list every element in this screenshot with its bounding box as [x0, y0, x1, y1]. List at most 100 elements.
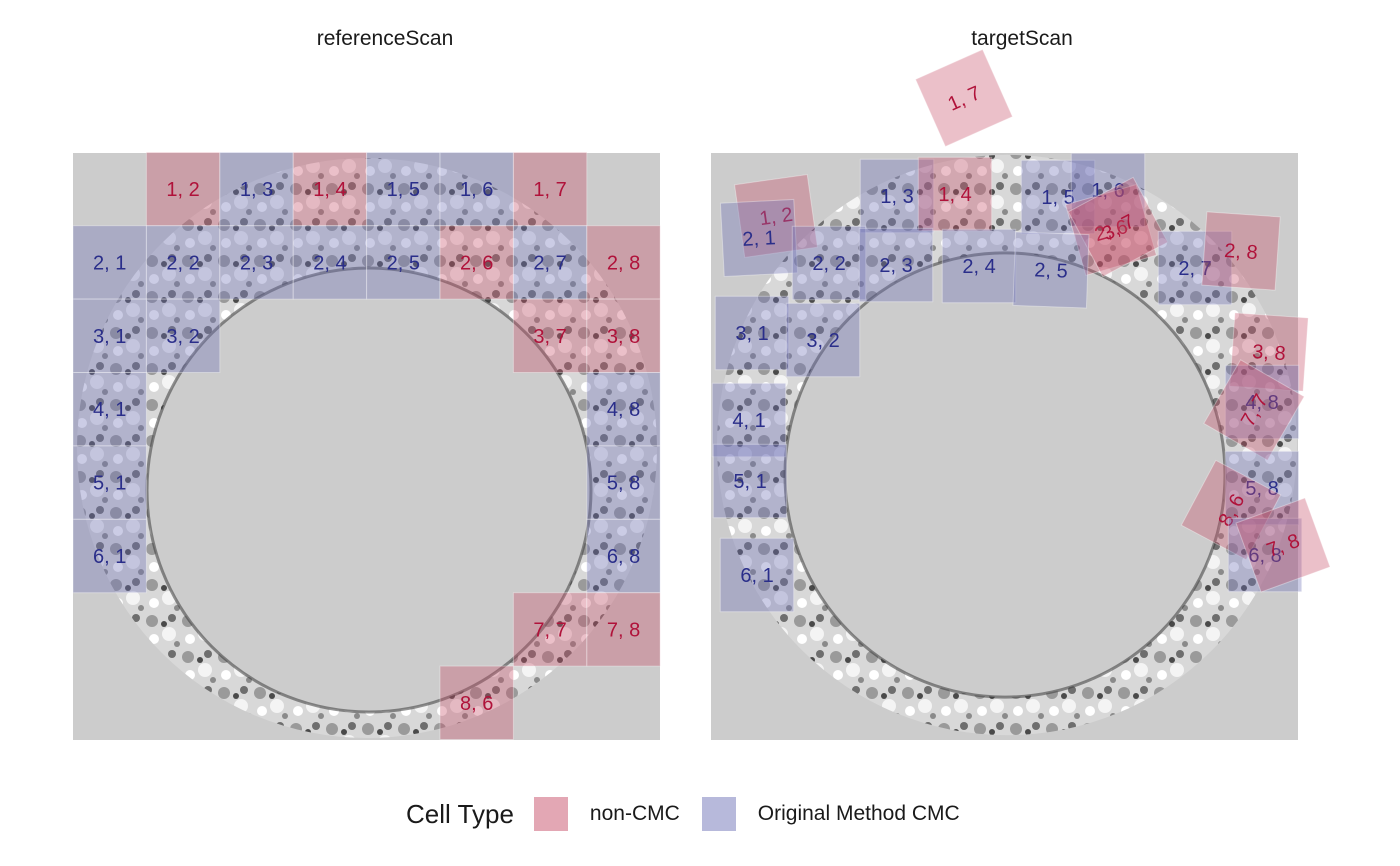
target-cell-label: 1, 2	[758, 204, 794, 230]
reference-cell-2-2: 2, 2	[145, 225, 221, 300]
target-cell-label: 4, 8	[1245, 392, 1278, 414]
target-cell-box	[941, 228, 1017, 304]
reference-cell-label: 2, 2	[166, 252, 199, 274]
target-cell-8-6: 8, 6	[1180, 459, 1282, 561]
reference-cell-label: 2, 7	[533, 252, 566, 274]
reference-cell-box	[512, 298, 588, 373]
target-cell-1-6: 1, 6	[1070, 152, 1146, 228]
reference-cell-1-6: 1, 6	[439, 151, 514, 227]
reference-cell-label: 4, 8	[607, 399, 640, 421]
target-cell-label: 1, 6	[1091, 180, 1124, 202]
reference-cell-box	[145, 225, 221, 300]
reference-cell-box	[439, 225, 514, 300]
reference-cell-label: 2, 4	[313, 252, 346, 274]
reference-cell-2-3: 2, 3	[219, 225, 294, 300]
target-cell-box	[719, 198, 799, 278]
reference-ring-edge	[145, 266, 593, 714]
target-cell-3-2: 3, 2	[785, 302, 861, 378]
panel-title-reference: referenceScan	[317, 27, 454, 50]
target-cell-3-8: 3, 8	[1229, 312, 1309, 392]
reference-cell-box	[145, 298, 221, 373]
target-cell-3-7: 3, 7	[1067, 176, 1169, 278]
target-cell-box	[785, 302, 861, 378]
reference-cell-box	[72, 372, 147, 447]
reference-cell-1-3: 1, 3	[219, 151, 294, 227]
reference-cell-box	[512, 592, 588, 667]
reference-cell-label: 1, 4	[313, 179, 346, 201]
reference-cell-2-1: 2, 1	[72, 225, 147, 300]
reference-cell-label: 5, 1	[93, 473, 126, 495]
reference-cell-4-8: 4, 8	[586, 372, 661, 447]
target-cell-label: 1, 5	[1041, 187, 1074, 209]
target-cell-2-6: 2, 6	[1064, 183, 1158, 277]
target-cell-3-1: 3, 1	[714, 295, 790, 371]
target-cell-label: 3, 1	[735, 323, 768, 345]
reference-cell-box	[72, 298, 147, 373]
reference-cell-1-7: 1, 7	[512, 151, 588, 227]
panel-title-target: targetScan	[971, 27, 1073, 50]
reference-cell-box	[586, 518, 661, 594]
target-cell-2-8: 2, 8	[1201, 211, 1281, 291]
target-cell-box	[719, 537, 795, 613]
reference-cell-label: 7, 8	[607, 619, 640, 641]
reference-cell-label: 2, 3	[240, 252, 273, 274]
reference-breech-face-ring	[77, 158, 657, 738]
target-cell-label: 6, 8	[1248, 545, 1281, 567]
reference-cell-4-1: 4, 1	[72, 372, 147, 447]
reference-cell-box	[512, 151, 588, 227]
reference-cell-label: 3, 2	[166, 326, 199, 348]
reference-cell-box	[145, 151, 221, 227]
reference-cell-label: 1, 2	[166, 179, 199, 201]
target-cell-1-4: 1, 4	[917, 156, 993, 232]
reference-cell-box	[292, 151, 368, 227]
target-cell-box	[1235, 497, 1331, 593]
target-cell-label: 3, 2	[806, 330, 839, 352]
reference-cell-1-4: 1, 4	[292, 151, 368, 227]
target-cell-box	[712, 443, 788, 519]
reference-cell-box	[72, 445, 147, 520]
target-cell-label: 2, 7	[1178, 258, 1211, 280]
target-cell-box	[1224, 364, 1300, 440]
reference-cell-label: 1, 3	[240, 179, 273, 201]
target-cell-label: 5, 1	[733, 471, 766, 493]
reference-cell-box	[439, 665, 514, 740]
target-cell-label: 2, 3	[879, 255, 912, 277]
reference-cell-label: 3, 8	[607, 326, 640, 348]
target-cell-box	[917, 156, 993, 232]
target-cell-7-7: 7, 7	[1203, 359, 1305, 461]
target-cell-2-2: 2, 2	[791, 225, 867, 301]
reference-cell-label: 1, 6	[460, 179, 493, 201]
reference-cell-label: 2, 5	[387, 252, 420, 274]
target-cell-1-5: 1, 5	[1020, 159, 1096, 235]
legend: Cell Type non-CMC Original Method CMC	[406, 794, 982, 834]
reference-cell-label: 3, 7	[533, 326, 566, 348]
reference-cell-label: 2, 1	[93, 252, 126, 274]
reference-cell-box	[586, 445, 661, 520]
target-cell-label: 2, 8	[1224, 240, 1259, 264]
reference-cell-box	[72, 518, 147, 594]
reference-cell-label: 5, 8	[607, 473, 640, 495]
target-cell-1-2: 1, 2	[733, 173, 819, 259]
target-cell-1-7: 1, 7	[914, 48, 1014, 148]
target-cell-box	[1227, 517, 1303, 593]
reference-cell-label: 4, 1	[93, 399, 126, 421]
target-cell-box	[1064, 183, 1158, 277]
target-cell-2-1: 2, 1	[719, 198, 799, 278]
target-cell-box	[1203, 359, 1305, 461]
reference-cell-5-8: 5, 8	[586, 445, 661, 520]
target-cell-1-3: 1, 3	[859, 158, 935, 234]
reference-cell-box	[219, 225, 294, 300]
target-cell-label: 3, 8	[1252, 341, 1287, 365]
target-cell-box	[791, 225, 867, 301]
legend-key-cmc	[701, 797, 736, 831]
target-cell-label: 2, 5	[1034, 259, 1068, 282]
reference-cell-2-7: 2, 7	[512, 225, 588, 300]
reference-cell-7-7: 7, 7	[512, 592, 588, 667]
reference-cell-label: 1, 5	[387, 179, 420, 201]
target-cell-5-8: 5, 8	[1224, 450, 1300, 526]
reference-cell-3-1: 3, 1	[72, 298, 147, 373]
target-cell-box	[711, 382, 787, 458]
target-cell-box	[1224, 450, 1300, 526]
reference-cell-label: 8, 6	[460, 693, 493, 715]
target-cell-label: 1, 4	[938, 184, 971, 206]
